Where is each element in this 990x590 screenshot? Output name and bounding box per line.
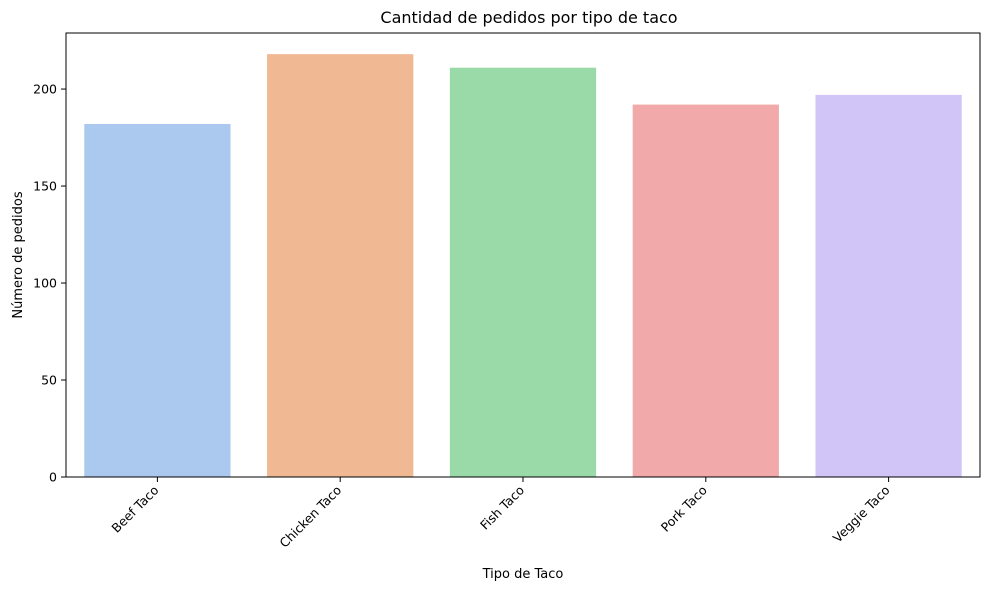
x-tick-label: Pork Taco bbox=[658, 483, 710, 535]
x-tick-label: Beef Taco bbox=[108, 483, 161, 536]
y-tick-label: 50 bbox=[41, 373, 57, 388]
bar-pork-taco bbox=[632, 104, 779, 477]
bar-veggie-taco bbox=[815, 94, 962, 477]
y-tick-label: 200 bbox=[33, 82, 57, 97]
y-tick-label: 100 bbox=[33, 276, 57, 291]
plot-area: 0 50 100 150 200 Beef Taco Chicken Taco Fish Ta… bbox=[33, 32, 981, 551]
bar-chicken-taco bbox=[267, 54, 414, 477]
bar-fish-taco bbox=[449, 67, 597, 477]
y-tick-label: 150 bbox=[33, 179, 57, 194]
x-tick-label: Fish Taco bbox=[477, 483, 527, 533]
x-tick-label: Chicken Taco bbox=[276, 483, 344, 551]
bar-beef-taco bbox=[84, 123, 231, 477]
x-axis-label: Tipo de Taco bbox=[482, 567, 564, 582]
chart-title: Cantidad de pedidos por tipo de taco bbox=[380, 8, 677, 27]
x-tick-label: Veggie Taco bbox=[830, 483, 893, 546]
y-tick-label: 0 bbox=[49, 470, 57, 485]
y-axis-label: Número de pedidos bbox=[11, 191, 26, 318]
